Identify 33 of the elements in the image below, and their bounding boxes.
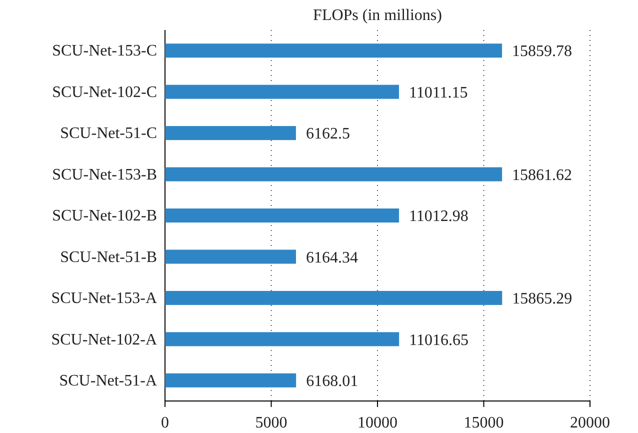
bar [165,126,296,140]
y-tick-label: SCU-Net-51-B [60,248,157,266]
y-tick-label: SCU-Net-153-A [51,290,158,308]
data-label: 11012.98 [409,208,468,226]
bar [165,44,502,58]
y-tick-label: SCU-Net-153-C [52,42,157,60]
y-tick-label: SCU-Net-51-A [59,372,158,390]
y-tick-label: SCU-Net-102-C [52,84,157,101]
data-label: 15861.62 [512,166,572,184]
x-tick-label: 10000 [358,414,398,432]
data-label: 15865.29 [512,290,572,308]
bar [165,373,296,388]
y-tick-label: SCU-Net-153-B [52,166,157,184]
data-label: 6168.01 [306,372,358,390]
y-tick-label: SCU-Net-102-A [51,331,158,348]
data-label: 11011.15 [408,84,468,102]
bar [165,290,502,305]
bar [165,332,400,346]
bar [165,167,502,182]
bar [165,84,399,99]
x-tick-label: 15000 [464,414,504,432]
y-tick-label: SCU-Net-51-C [60,125,157,142]
y-tick-label: SCU-Net-102-B [52,208,157,225]
x-tick-label: 20000 [570,414,610,432]
chart-title: FLOPs (in millions) [313,7,442,24]
data-label: 15859.78 [512,43,572,60]
bar [165,250,296,264]
x-tick-label: 0 [161,414,169,432]
bar [165,208,400,223]
data-label: 6164.34 [306,249,358,266]
data-label: 11016.65 [409,332,469,349]
data-label: 6162.5 [306,126,350,143]
x-tick-label: 5000 [255,414,288,432]
